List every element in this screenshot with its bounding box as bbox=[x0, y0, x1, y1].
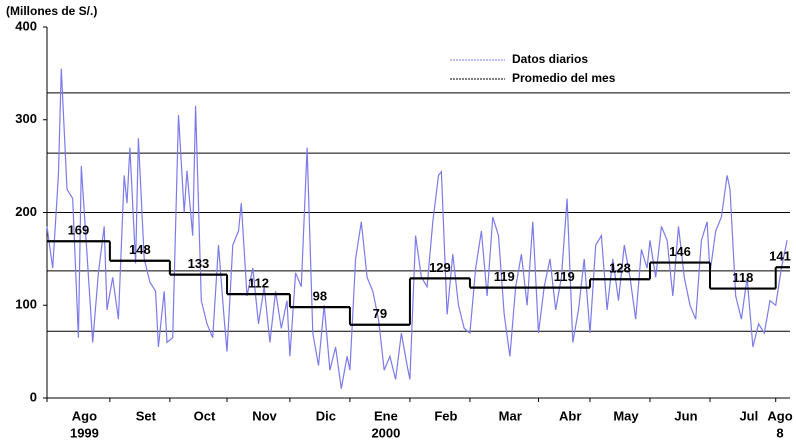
x-tick-sublabel: 1999 bbox=[70, 425, 99, 440]
x-tick-sublabel: 2000 bbox=[371, 425, 400, 440]
y-axis-title: (Millones de S/.) bbox=[6, 4, 97, 18]
x-tick-label: Jul bbox=[739, 408, 758, 423]
x-tick-label: Jun bbox=[674, 408, 697, 423]
average-label: 148 bbox=[129, 242, 151, 257]
average-label: 128 bbox=[609, 261, 631, 276]
x-tick-label: Dic bbox=[316, 408, 336, 423]
x-tick-label: Mar bbox=[499, 408, 522, 423]
average-label: 169 bbox=[68, 223, 90, 238]
y-tick-label: 100 bbox=[15, 297, 37, 312]
average-label: 79 bbox=[373, 306, 387, 321]
average-label: 119 bbox=[554, 269, 575, 284]
y-tick-label: 0 bbox=[30, 389, 37, 404]
y-tick-label: 300 bbox=[15, 111, 37, 126]
x-tick-label: Feb bbox=[434, 408, 457, 423]
legend-label: Datos diarios bbox=[512, 52, 588, 66]
average-label: 112 bbox=[248, 276, 269, 291]
x-tick-label: Ago bbox=[767, 408, 792, 423]
x-tick-label: May bbox=[613, 408, 639, 423]
legend-label: Promedio del mes bbox=[512, 71, 616, 85]
y-tick-label: 400 bbox=[15, 18, 37, 33]
x-tick-sublabel: 8 bbox=[776, 425, 783, 440]
average-label: 133 bbox=[188, 256, 210, 271]
y-tick-label: 200 bbox=[15, 204, 37, 219]
x-tick-label: Oct bbox=[194, 408, 216, 423]
average-label: 129 bbox=[429, 260, 451, 275]
x-tick-label: Set bbox=[136, 408, 157, 423]
x-tick-label: Ene bbox=[374, 408, 398, 423]
x-tick-label: Ago bbox=[72, 408, 97, 423]
average-label: 118 bbox=[732, 270, 753, 285]
average-label: 146 bbox=[669, 244, 691, 259]
x-tick-label: Abr bbox=[559, 408, 581, 423]
average-label: 98 bbox=[313, 289, 327, 304]
average-label: 119 bbox=[494, 269, 515, 284]
average-label: 141 bbox=[769, 249, 791, 264]
x-tick-label: Nov bbox=[252, 408, 277, 423]
daily-line bbox=[46, 68, 788, 389]
